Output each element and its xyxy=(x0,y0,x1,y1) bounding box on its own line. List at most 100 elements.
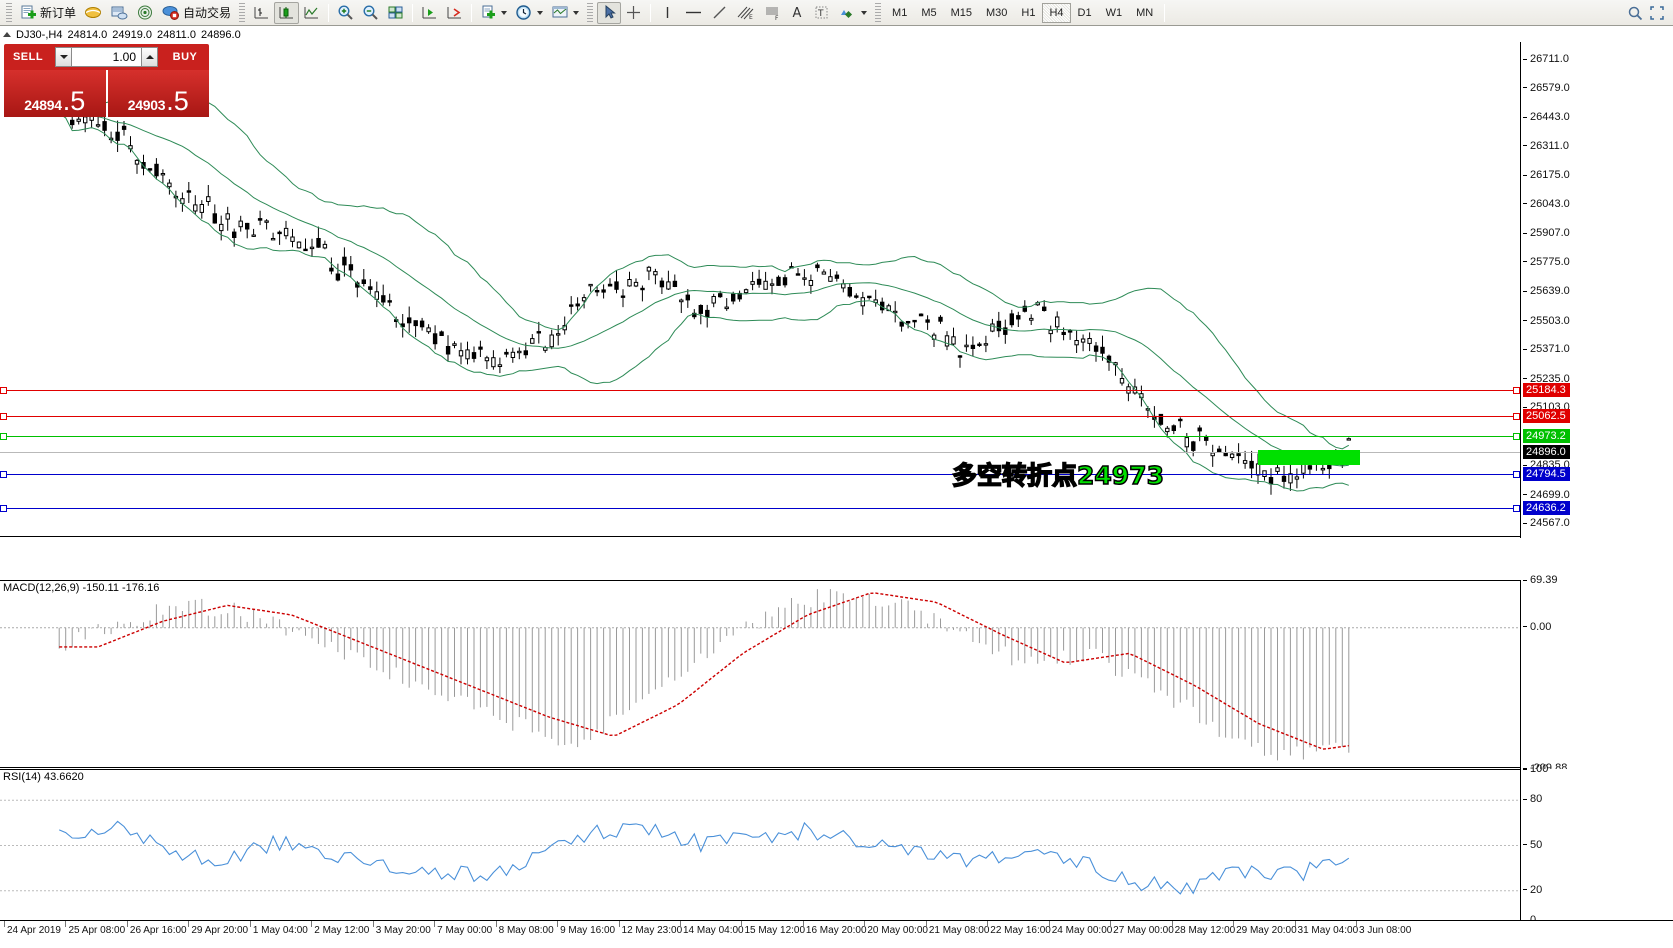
rsi-scale[interactable]: 1008050200 xyxy=(1520,763,1673,926)
search-icon[interactable] xyxy=(1627,5,1643,21)
level-line-current[interactable] xyxy=(0,452,1520,454)
buy-button[interactable]: BUY xyxy=(161,44,209,70)
ohlc-high: 24919.0 xyxy=(112,28,152,41)
new-order-button[interactable]: 新订单 xyxy=(16,2,80,24)
volume-input[interactable]: 1.00 xyxy=(72,47,141,67)
text-tool-button[interactable]: A xyxy=(786,2,809,24)
templates-button[interactable] xyxy=(547,2,583,24)
chevron-up-icon xyxy=(145,55,154,59)
time-tick-label: 20 May 00:00 xyxy=(867,925,928,936)
level-handle-support[interactable] xyxy=(1513,505,1520,513)
navigator-button[interactable] xyxy=(132,2,158,24)
timeframe-mn-button[interactable]: MN xyxy=(1136,6,1154,19)
price-tick: 26579.0 xyxy=(1521,82,1673,94)
timeframe-w1-button[interactable]: W1 xyxy=(1105,6,1123,19)
timeframe-d1-button[interactable]: D1 xyxy=(1077,6,1092,19)
toolbar-separator-3 xyxy=(471,3,473,22)
rsi-pane[interactable]: RSI(14) 43.6620 xyxy=(0,769,1520,920)
level-handle-resistance[interactable] xyxy=(1513,386,1520,394)
level-handle-left-support[interactable] xyxy=(0,471,7,479)
price-tag-resistance[interactable]: 25062.5 xyxy=(1523,409,1570,424)
chart-collapse-icon[interactable] xyxy=(3,32,11,37)
time-tick-label: 26 Apr 16:00 xyxy=(129,925,187,936)
timeframe-m30-button[interactable]: M30 xyxy=(986,6,1008,19)
macd-scale[interactable]: 69.39 0.00 -209.88 xyxy=(1520,574,1673,774)
buy-price-box[interactable]: 24903 .5 xyxy=(107,70,209,117)
text-label-button[interactable]: T xyxy=(809,2,834,24)
price-tag-current[interactable]: 24896.0 xyxy=(1523,445,1570,460)
time-tick-mark xyxy=(1110,921,1112,927)
level-line-resistance[interactable] xyxy=(0,389,1520,391)
level-line-support[interactable] xyxy=(0,474,1520,476)
one-click-trading-panel[interactable]: SELL 1.00 BUY 24894 .5 24903 .5 xyxy=(4,44,209,117)
data-window-icon xyxy=(111,6,128,20)
level-handle-pivot[interactable] xyxy=(1513,432,1520,440)
vertical-line-button[interactable] xyxy=(655,2,680,24)
time-tick-label: 8 May 08:00 xyxy=(498,925,554,936)
objects-list-button[interactable] xyxy=(834,2,871,24)
indicators-dropdown-arrow[interactable] xyxy=(501,10,508,15)
timeframe-m1-button[interactable]: M1 xyxy=(892,6,908,19)
fibonacci-button[interactable]: F xyxy=(759,2,786,24)
sell-button[interactable]: SELL xyxy=(4,44,52,70)
tile-windows-button[interactable] xyxy=(383,2,408,24)
auto-scroll-button[interactable] xyxy=(442,2,467,24)
zoom-in-button[interactable] xyxy=(333,2,358,24)
indicators-button[interactable] xyxy=(476,2,511,24)
price-tick: 24567.0 xyxy=(1521,517,1673,529)
candlestick-chart-button[interactable] xyxy=(274,1,300,24)
level-line-support[interactable] xyxy=(0,508,1520,510)
horizontal-line-button[interactable] xyxy=(680,2,707,24)
level-handle-support[interactable] xyxy=(1513,471,1520,479)
volume-stepper[interactable]: 1.00 xyxy=(52,44,161,70)
level-handle-left-support[interactable] xyxy=(0,505,7,513)
line-chart-button[interactable] xyxy=(299,2,324,24)
price-tag-resistance[interactable]: 25184.3 xyxy=(1523,382,1570,397)
macd-pane[interactable]: MACD(12,26,9) -150.11 -176.16 xyxy=(0,580,1520,768)
level-handle-resistance[interactable] xyxy=(1513,413,1520,421)
toolbar-grip-2[interactable] xyxy=(239,2,246,23)
crosshair-tool-button[interactable] xyxy=(621,2,646,24)
timeframe-h4-button[interactable]: H4 xyxy=(1042,2,1071,23)
chart-shift-button[interactable] xyxy=(417,2,442,24)
macd-tick: 0.00 xyxy=(1521,621,1673,633)
bar-chart-button[interactable] xyxy=(249,2,274,24)
market-watch-button[interactable] xyxy=(80,2,106,24)
toolbar-grip-4[interactable] xyxy=(875,2,882,23)
new-order-icon xyxy=(21,5,36,19)
level-line-resistance[interactable] xyxy=(0,416,1520,418)
toolbar-separator-2 xyxy=(412,3,414,22)
cursor-tool-button[interactable] xyxy=(597,1,622,24)
equidistant-channel-button[interactable]: E xyxy=(732,2,759,24)
time-tick-mark xyxy=(1233,921,1235,927)
price-tag-support[interactable]: 24794.5 xyxy=(1523,467,1570,482)
timeframe-m15-button[interactable]: M15 xyxy=(950,6,972,19)
toolbar-grip-3[interactable] xyxy=(587,2,594,23)
level-handle-left-pivot[interactable] xyxy=(0,432,7,440)
data-window-button[interactable] xyxy=(106,2,132,24)
level-handle-left-resistance[interactable] xyxy=(0,413,7,421)
autotrade-button[interactable]: 自动交易 xyxy=(158,2,235,24)
toolbar-grip[interactable] xyxy=(6,2,12,23)
trendline-button[interactable] xyxy=(707,2,732,24)
level-handle-left-resistance[interactable] xyxy=(0,386,7,394)
price-scale[interactable]: 26711.0 26579.0 26443.0 26311.0 26175.0 26043… xyxy=(1520,42,1673,538)
objects-dropdown-arrow[interactable] xyxy=(861,10,868,15)
buy-price-integer: 24903 xyxy=(127,97,166,113)
period-dropdown-arrow[interactable] xyxy=(537,10,544,15)
volume-decrease-button[interactable] xyxy=(55,47,72,67)
fullscreen-icon[interactable] xyxy=(1649,5,1665,21)
price-tag-pivot[interactable]: 24973.2 xyxy=(1523,428,1570,443)
timeframe-h1-button[interactable]: H1 xyxy=(1021,6,1036,19)
timeframe-m5-button[interactable]: M5 xyxy=(921,6,937,19)
volume-increase-button[interactable] xyxy=(141,47,158,67)
zoom-out-button[interactable] xyxy=(358,2,383,24)
price-tag-support[interactable]: 24636.2 xyxy=(1523,501,1570,516)
time-scale[interactable]: 24 Apr 2019 25 Apr 08:00 26 Apr 16:00 29 Ap… xyxy=(0,920,1673,948)
rsi-label: RSI(14) 43.6620 xyxy=(3,771,84,783)
sell-price-box[interactable]: 24894 .5 xyxy=(4,70,106,117)
period-button[interactable] xyxy=(511,2,547,24)
templates-dropdown-arrow[interactable] xyxy=(573,10,580,15)
autotrade-icon xyxy=(162,6,180,20)
level-line-pivot[interactable] xyxy=(0,435,1520,437)
